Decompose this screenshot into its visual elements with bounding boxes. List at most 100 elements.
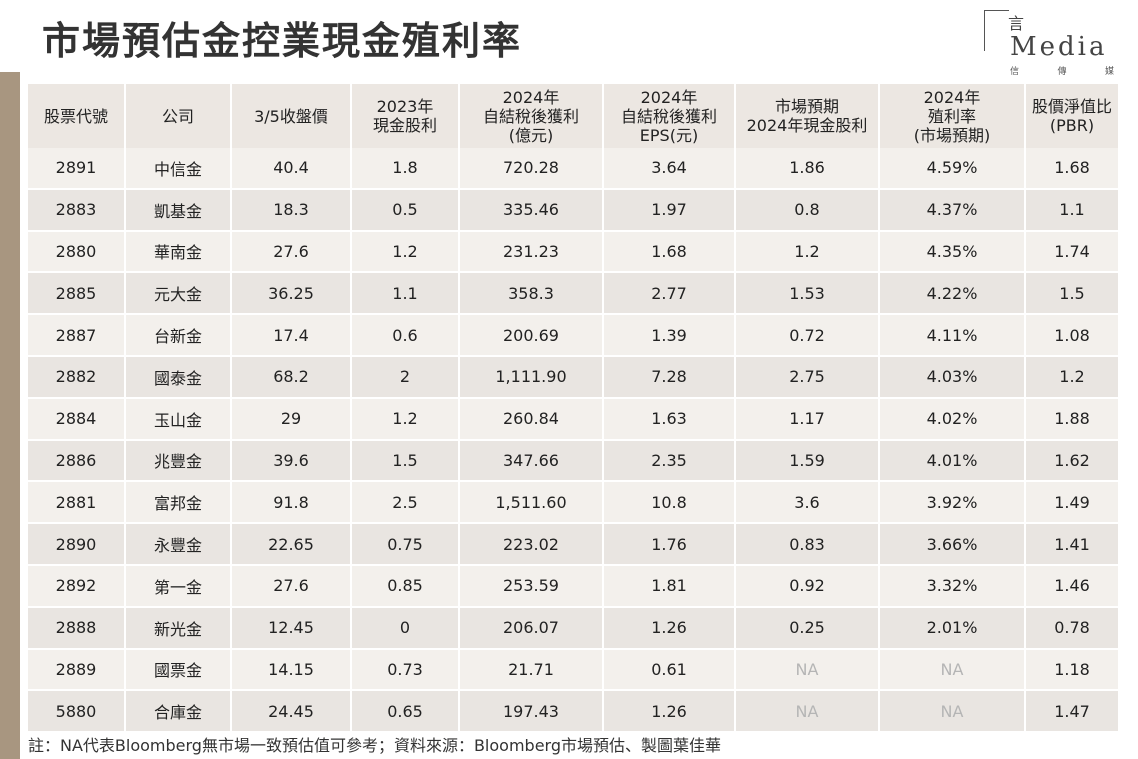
column-header-eps-2024: 2024年 自結稅後獲利 EPS(元) [604, 84, 736, 148]
cell-dividend-2023: 0.5 [352, 189, 460, 232]
cell-dividend-2023: 1.2 [352, 231, 460, 274]
cell-yield-2024: NA [880, 691, 1026, 734]
cell-yield-2024: 4.01% [880, 440, 1026, 483]
cell-yield-2024: 4.22% [880, 273, 1026, 316]
cell-company: 第一金 [126, 565, 232, 608]
column-header-close-price: 3/5收盤價 [232, 84, 352, 148]
cell-stock-code: 2882 [28, 356, 126, 399]
header-line: 市場預期 [774, 97, 839, 116]
logo-frame [984, 10, 1009, 51]
cell-yield-2024: 4.35% [880, 231, 1026, 274]
cell-dividend-2023: 1.1 [352, 273, 460, 316]
column-header-company: 公司 [126, 84, 232, 148]
cell-eps-2024: 1.63 [604, 398, 736, 441]
cell-pbr: 1.46 [1026, 565, 1120, 608]
header-line: 2023年 [376, 97, 434, 116]
cell-expected-dividend-2024: 1.53 [736, 273, 880, 316]
cell-expected-dividend-2024: NA [736, 691, 880, 734]
cell-pbr: 1.47 [1026, 691, 1120, 734]
cell-net-profit-2024: 200.69 [460, 315, 604, 357]
footnote: 註：NA代表Bloomberg無市場一致預估值可參考；資料來源：Bloomber… [28, 736, 721, 755]
table-row: 2886 兆豐金 39.6 1.5 347.66 2.35 1.59 4.01% 1.62 [28, 440, 1120, 483]
header-line: (市場預期) [913, 125, 991, 145]
table-row: 2890 永豐金 22.65 0.75 223.02 1.76 0.83 3.66% 1.41 [28, 524, 1120, 566]
cell-pbr: 1.18 [1026, 649, 1120, 692]
cell-pbr: 1.2 [1026, 356, 1120, 399]
dividend-yield-table: 股票代號 公司 3/5收盤價 2023年 現金股利 2024年 自結稅後獲利 (億元) 2024… [28, 84, 1120, 734]
cell-eps-2024: 1.81 [604, 565, 736, 608]
cell-company: 永豐金 [126, 524, 232, 566]
cell-net-profit-2024: 358.3 [460, 273, 604, 316]
cell-pbr: 1.41 [1026, 524, 1120, 566]
cell-close-price: 27.6 [232, 231, 352, 274]
cell-close-price: 91.8 [232, 482, 352, 525]
cell-eps-2024: 1.26 [604, 691, 736, 734]
table-row: 2885 元大金 36.25 1.1 358.3 2.77 1.53 4.22% 1.5 [28, 273, 1120, 316]
cell-dividend-2023: 0.73 [352, 649, 460, 692]
cell-net-profit-2024: 197.43 [460, 691, 604, 734]
cell-stock-code: 2891 [28, 148, 126, 190]
cell-expected-dividend-2024: 1.17 [736, 398, 880, 441]
header-line: EPS(元) [639, 125, 699, 145]
header-line: (億元) [508, 125, 554, 145]
cell-pbr: 1.88 [1026, 398, 1120, 441]
cell-net-profit-2024: 231.23 [460, 231, 604, 274]
cell-net-profit-2024: 206.07 [460, 607, 604, 650]
header-line: 3/5收盤價 [254, 106, 328, 126]
cell-net-profit-2024: 260.84 [460, 398, 604, 441]
cell-eps-2024: 3.64 [604, 148, 736, 190]
cell-yield-2024: 2.01% [880, 607, 1026, 650]
cell-company: 元大金 [126, 273, 232, 316]
logo-sub-char: 傳 [1057, 67, 1067, 77]
cell-pbr: 1.1 [1026, 189, 1120, 232]
cell-close-price: 22.65 [232, 524, 352, 566]
cell-expected-dividend-2024: 0.25 [736, 607, 880, 650]
header-line: 公司 [161, 106, 194, 126]
header-line: 現金股利 [372, 116, 437, 135]
table-row: 2881 富邦金 91.8 2.5 1,511.60 10.8 3.6 3.92% 1.49 [28, 482, 1120, 525]
cell-dividend-2023: 0.6 [352, 315, 460, 357]
cell-expected-dividend-2024: 0.83 [736, 524, 880, 566]
cell-close-price: 68.2 [232, 356, 352, 399]
cell-eps-2024: 10.8 [604, 482, 736, 525]
cell-dividend-2023: 0.85 [352, 565, 460, 608]
cell-company: 合庫金 [126, 691, 232, 734]
logo-sub-char: 媒 [1104, 67, 1114, 77]
cell-stock-code: 2885 [28, 273, 126, 316]
column-header-net-profit-2024: 2024年 自結稅後獲利 (億元) [460, 84, 604, 148]
cell-close-price: 12.45 [232, 607, 352, 650]
header-line: 自結稅後獲利 [620, 106, 717, 126]
cell-pbr: 1.08 [1026, 315, 1120, 357]
cell-close-price: 18.3 [232, 189, 352, 232]
column-header-pbr: 股價淨值比 (PBR) [1026, 84, 1120, 148]
table-row: 2883 凱基金 18.3 0.5 335.46 1.97 0.8 4.37% 1.1 [28, 189, 1120, 232]
cell-pbr: 1.62 [1026, 440, 1120, 483]
left-accent-bar [0, 72, 20, 759]
cell-dividend-2023: 2.5 [352, 482, 460, 525]
cell-eps-2024: 1.68 [604, 231, 736, 274]
cell-yield-2024: 4.03% [880, 356, 1026, 399]
cell-pbr: 1.49 [1026, 482, 1120, 525]
cell-expected-dividend-2024: 0.92 [736, 565, 880, 608]
column-header-dividend-2023: 2023年 現金股利 [352, 84, 460, 148]
cell-net-profit-2024: 720.28 [460, 148, 604, 190]
cell-net-profit-2024: 223.02 [460, 524, 604, 566]
cell-yield-2024: 4.11% [880, 315, 1026, 357]
column-header-expected-dividend-2024: 市場預期 2024年現金股利 [736, 84, 880, 148]
cell-net-profit-2024: 21.71 [460, 649, 604, 692]
cell-stock-code: 2880 [28, 231, 126, 274]
cell-eps-2024: 1.39 [604, 315, 736, 357]
header-line: 2024年 [923, 87, 981, 107]
cell-close-price: 36.25 [232, 273, 352, 316]
cell-close-price: 17.4 [232, 315, 352, 357]
cell-company: 富邦金 [126, 482, 232, 525]
cell-stock-code: 2890 [28, 524, 126, 566]
cell-stock-code: 2886 [28, 440, 126, 483]
cell-company: 台新金 [126, 315, 232, 357]
header-line: (PBR) [1049, 116, 1095, 135]
cell-stock-code: 2883 [28, 189, 126, 232]
cell-yield-2024: NA [880, 649, 1026, 692]
cell-close-price: 14.15 [232, 649, 352, 692]
cell-eps-2024: 2.35 [604, 440, 736, 483]
header-line: 2024年 [640, 87, 698, 107]
